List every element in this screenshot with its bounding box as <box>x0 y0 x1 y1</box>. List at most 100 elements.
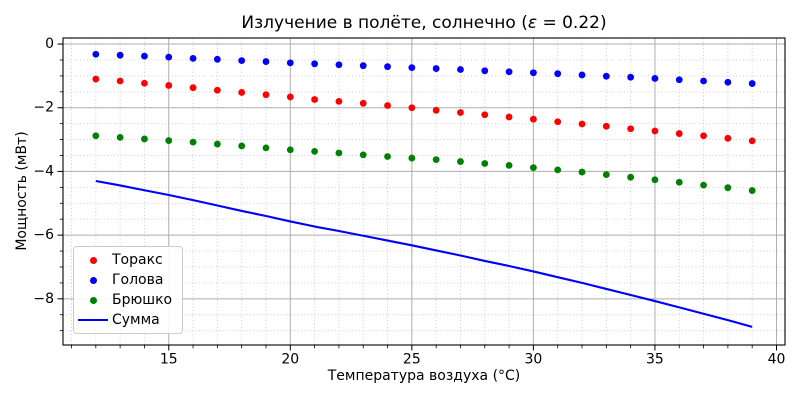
data-point-thorax <box>116 77 124 85</box>
y-tick-labels: 0 −2 −4 −6 −8 <box>33 36 54 307</box>
data-point-head <box>675 76 683 84</box>
data-point-thorax <box>238 89 246 96</box>
data-point-head <box>578 71 586 79</box>
data-point-head <box>213 55 221 63</box>
legend-label: Голова <box>112 272 164 288</box>
data-point-abdomen <box>675 178 683 186</box>
x-tick-labels: 15 20 25 30 35 40 <box>160 352 786 368</box>
data-point-head <box>262 58 270 65</box>
data-point-abdomen <box>141 135 148 143</box>
chart-title: Излучение в полёте, солнечно (ε = 0.22) <box>63 13 785 33</box>
legend-label: Сумма <box>112 312 160 328</box>
legend-item-sum: Сумма <box>74 310 182 330</box>
x-tick-label: 20 <box>281 352 299 368</box>
data-point-thorax <box>602 122 610 130</box>
data-point-thorax <box>529 115 537 123</box>
data-point-head <box>384 63 391 71</box>
data-point-head <box>505 68 513 76</box>
data-point-thorax <box>141 79 148 87</box>
data-point-thorax <box>554 118 562 126</box>
data-point-thorax <box>384 102 391 109</box>
data-point-abdomen <box>311 147 319 155</box>
data-point-abdomen <box>408 154 416 162</box>
data-point-thorax <box>408 104 416 112</box>
data-point-abdomen <box>748 187 756 194</box>
data-point-thorax <box>651 127 659 135</box>
x-tick-label: 25 <box>403 352 421 368</box>
data-point-head <box>116 51 124 59</box>
data-point-head <box>432 65 440 72</box>
data-point-thorax <box>700 132 707 140</box>
data-point-thorax <box>748 137 756 145</box>
data-point-abdomen <box>457 158 464 165</box>
data-point-abdomen <box>432 156 440 164</box>
data-point-thorax <box>675 130 683 137</box>
legend-label: Брюшко <box>112 292 173 308</box>
data-point-abdomen <box>335 149 343 157</box>
x-tick-label: 35 <box>646 352 664 368</box>
data-point-head <box>92 50 100 58</box>
series-sum <box>95 179 753 328</box>
data-point-head <box>335 61 343 69</box>
data-point-thorax <box>432 106 440 114</box>
legend-line-marker <box>74 318 112 322</box>
data-point-head <box>481 67 489 75</box>
x-axis-label: Температура воздуха (°C) <box>327 368 521 384</box>
legend-item-abdomen: Брюшко <box>74 290 182 310</box>
data-point-head <box>238 57 246 65</box>
data-point-abdomen <box>554 166 562 174</box>
data-point-thorax <box>359 99 367 107</box>
series-head <box>92 50 756 87</box>
data-point-head <box>408 64 416 72</box>
y-axis-label: Мощность (мВт) <box>14 131 30 251</box>
data-point-thorax <box>505 113 513 121</box>
data-point-abdomen <box>286 146 294 154</box>
data-point-thorax <box>578 120 586 128</box>
data-point-head <box>748 80 756 87</box>
data-point-head <box>724 78 732 86</box>
x-tick-label: 30 <box>524 352 542 368</box>
data-point-head <box>311 60 319 68</box>
data-point-head <box>554 70 562 78</box>
data-point-head <box>602 72 610 80</box>
plot-spines <box>62 37 786 346</box>
data-point-abdomen <box>165 137 173 144</box>
grid-major <box>63 38 785 345</box>
data-point-thorax <box>262 91 270 99</box>
data-point-abdomen <box>116 133 124 141</box>
sum-line <box>95 179 753 328</box>
data-point-abdomen <box>578 168 586 176</box>
data-point-thorax <box>189 84 197 92</box>
legend-label: Торакс <box>112 252 163 268</box>
y-tick-label: −8 <box>33 291 54 307</box>
y-tick-label: 0 <box>45 36 54 52</box>
data-point-abdomen <box>651 176 659 184</box>
data-point-thorax <box>213 86 221 94</box>
data-point-abdomen <box>384 153 391 160</box>
data-point-abdomen <box>359 151 367 159</box>
y-tick-label: −6 <box>33 227 54 243</box>
data-point-abdomen <box>724 184 732 192</box>
data-point-head <box>700 77 707 85</box>
data-point-head <box>141 52 148 60</box>
data-point-thorax <box>627 125 635 133</box>
data-point-abdomen <box>627 173 635 181</box>
y-tick-label: −2 <box>33 100 54 116</box>
legend-item-head: Голова <box>74 270 182 290</box>
data-point-head <box>359 62 367 70</box>
data-point-thorax <box>92 75 100 83</box>
chart-title-suffix: = 0.22) <box>537 13 607 33</box>
data-point-head <box>529 69 537 77</box>
data-point-head <box>627 73 635 81</box>
x-tick-label: 40 <box>768 352 786 368</box>
data-point-head <box>286 59 294 67</box>
data-point-head <box>651 75 659 82</box>
chart-title-prefix: Излучение в полёте, солнечно ( <box>241 13 528 33</box>
data-point-thorax <box>481 111 489 119</box>
data-point-abdomen <box>262 144 270 152</box>
data-point-abdomen <box>213 140 221 148</box>
data-point-head <box>457 66 464 73</box>
data-point-abdomen <box>505 161 513 169</box>
